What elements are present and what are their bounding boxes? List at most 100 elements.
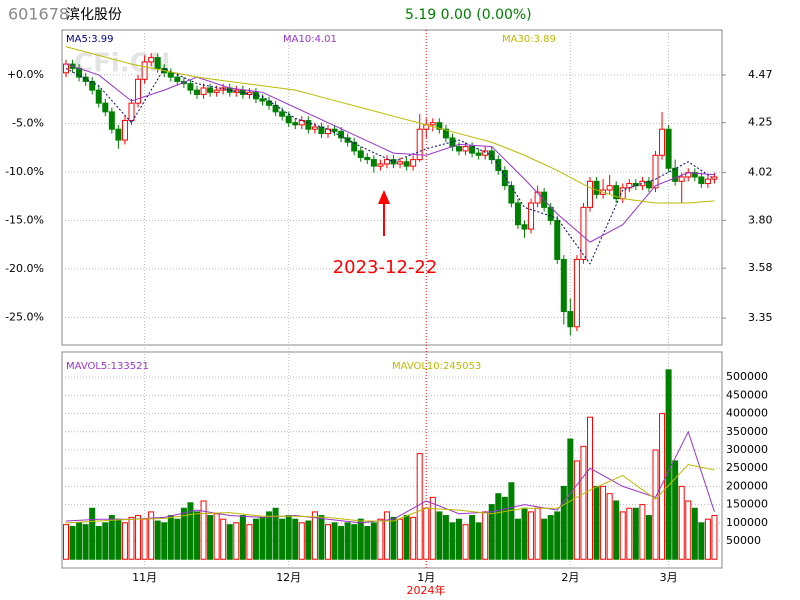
volume-bar [266, 511, 273, 560]
volume-bar [167, 515, 174, 560]
candle-body [665, 128, 672, 169]
candle-body [279, 111, 286, 117]
ma-line [65, 464, 715, 524]
volume-bar [685, 500, 692, 560]
vol-tick-label: 350000 [726, 425, 768, 438]
volume-bar [587, 416, 593, 560]
volume-bar [691, 507, 698, 560]
candle-body [475, 152, 482, 156]
candle-body [311, 126, 318, 130]
candle-body [554, 219, 561, 260]
candle-body [252, 91, 259, 100]
candle-body [397, 161, 404, 165]
volume-bar [580, 445, 587, 560]
quote: 5.19 0.00 (0.00%) [405, 7, 532, 23]
candle-body [462, 146, 469, 152]
volume-bar [292, 518, 299, 560]
candle-body [672, 167, 679, 182]
volume-bar [704, 518, 711, 560]
y-tick-label: 4.02 [748, 166, 773, 179]
volume-bar [272, 507, 279, 560]
volume-bar [613, 500, 620, 560]
volume-bar [672, 460, 679, 560]
volume-bar [364, 525, 371, 560]
volume-bar [554, 511, 561, 560]
candle-body [659, 128, 666, 156]
candle-body [580, 206, 587, 260]
volume-bar [560, 485, 567, 560]
volume-bar [226, 524, 233, 560]
candle-body [135, 78, 142, 104]
candle-body [469, 146, 476, 154]
volume-bar [174, 518, 181, 560]
stock-code: 601678 [8, 5, 69, 24]
candle-body [645, 180, 652, 189]
volume-bar [187, 502, 194, 560]
candle-body [456, 146, 462, 152]
candle-body [370, 159, 377, 167]
candle-body [508, 185, 515, 204]
legend-entry: MA30:3.89 [502, 34, 556, 45]
volume-bar [416, 453, 423, 560]
volume-bar [423, 507, 430, 560]
volume-bar [305, 520, 312, 560]
volume-bar [449, 522, 456, 560]
vol-tick-label: 150000 [726, 498, 768, 511]
candle-body [528, 202, 535, 230]
candle-body [121, 120, 128, 141]
volume-bar [383, 511, 390, 560]
volume-bar [207, 515, 214, 560]
candle-body [318, 126, 325, 135]
y-tick-label: 3.80 [748, 213, 773, 226]
year-label: 2024年 [407, 583, 446, 597]
volume-bar [154, 520, 161, 560]
candle-body [115, 128, 122, 141]
candle-body [632, 182, 639, 187]
candle-body [403, 161, 410, 167]
volume-bar [573, 460, 580, 560]
vol-tick-label: 300000 [726, 443, 768, 456]
volume-bar [501, 496, 508, 560]
candle-body [442, 128, 449, 139]
candle-body [259, 98, 266, 102]
volume-bar [528, 511, 535, 560]
volume-bar [482, 511, 489, 560]
candle-body [652, 154, 659, 189]
volume-bar [469, 515, 476, 560]
candle-body [167, 72, 174, 78]
x-tick-label: 1月 [417, 571, 435, 584]
volume-bar [252, 518, 259, 560]
volume-bar [63, 524, 69, 560]
volume-bar [390, 516, 397, 560]
volume-bar [357, 518, 364, 560]
vol-tick-label: 500000 [726, 370, 768, 383]
x-tick-label: 11月 [132, 571, 157, 584]
candle-body [108, 111, 115, 130]
vol-tick-label: 400000 [726, 407, 768, 420]
candle-body [364, 156, 371, 161]
volume-bar [69, 525, 76, 560]
candle-body [606, 185, 613, 191]
volume-bar [331, 522, 338, 560]
candle-body [154, 57, 161, 69]
candle-body [272, 104, 279, 113]
volume-bar [436, 511, 443, 560]
volume-bar [600, 485, 607, 560]
volume-bar [567, 438, 574, 560]
ma-line [65, 63, 715, 243]
volume-bar [82, 524, 89, 560]
volume-bar [508, 482, 515, 560]
volume-bar [488, 504, 495, 560]
y2-tick-label: -20.0% [5, 262, 44, 275]
volume-bar [311, 511, 318, 560]
volume-bar [213, 513, 220, 560]
volume-bar [141, 518, 148, 560]
volume-bar [678, 485, 685, 560]
volume-bar [547, 515, 554, 560]
ma-line [65, 46, 715, 204]
legend-entry: MAVOL5:133521 [66, 361, 149, 372]
candle-body [639, 180, 646, 187]
volume-bar [279, 518, 286, 560]
candle-body [95, 89, 102, 104]
volume-bar [220, 518, 227, 560]
